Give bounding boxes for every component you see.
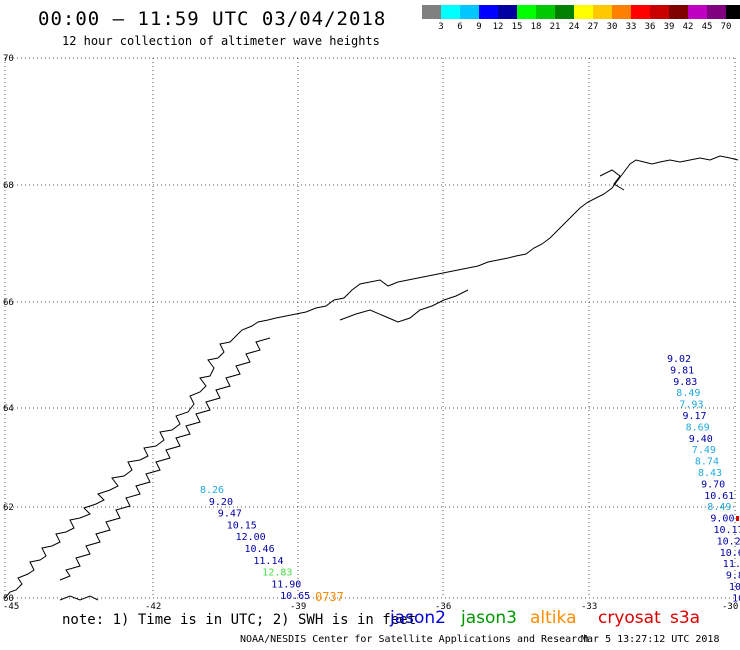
legend-swatch (441, 5, 460, 19)
wave-height-value: 12.00 (236, 532, 266, 543)
pass-time-label: 0737 (315, 590, 344, 604)
coastline-fjord-detail (59, 169, 625, 601)
legend-swatch (422, 5, 441, 19)
longitude-label: -33 (581, 602, 597, 612)
legend-swatch (726, 5, 740, 19)
satellite-label-jason3: jason3 (461, 608, 517, 628)
satellite-label-cryosat: cryosat (598, 608, 661, 628)
legend-tick-label: 12 (492, 22, 504, 32)
wave-height-value: 12.83 (262, 568, 292, 579)
wave-height-value: 9.02 (667, 354, 691, 365)
wave-height-value: 7.49 (692, 445, 716, 456)
legend-tick-label: 70 (720, 22, 732, 32)
satellite-label-s3a: s3a (670, 608, 701, 628)
legend-swatch (688, 5, 707, 19)
longitude-label: -30 (722, 602, 738, 612)
legend-tick-label: 45 (701, 22, 713, 32)
legend-swatch (631, 5, 650, 19)
wave-height-value: 8.26 (200, 485, 224, 496)
greenland-coastline (4, 155, 739, 599)
wave-height-value: 10.15 (227, 520, 257, 531)
longitude-labels: -45 -42 -39 -36 -33 -30 (3, 602, 738, 612)
latitude-labels: 70 68 66 64 62 60 (3, 54, 14, 604)
legend-tick-label: 18 (530, 22, 542, 32)
wave-height-value: 7.93 (679, 400, 703, 411)
wave-height-value: 10.13 (729, 582, 740, 593)
page-title: 00:00 – 11:59 UTC 03/04/2018 (38, 8, 387, 30)
legend-tick-label: 36 (644, 22, 656, 32)
legend-tick-label: 30 (606, 22, 618, 32)
wave-height-value: 11.90 (271, 579, 301, 590)
legend-swatch (555, 5, 574, 19)
wave-height-tracks: 8.269.209.4710.1512.0010.4611.1412.8311.… (200, 354, 740, 604)
wave-height-value: 9.84 (726, 571, 740, 582)
wave-height-value: 8.49 (676, 388, 700, 399)
wave-height-value: 8.49 (707, 502, 731, 513)
wave-height-value: 8.69 (686, 422, 710, 433)
wave-height-value: 10.64 (720, 548, 740, 559)
wave-height-value: 10.49 (732, 593, 740, 604)
wave-height-value: 9.70 (701, 479, 725, 490)
legend-swatch (593, 5, 612, 19)
longitude-label: -45 (3, 602, 19, 612)
legend-tick-label: 24 (568, 22, 580, 32)
wave-height-value: 9.00 (710, 514, 734, 525)
legend-swatch (707, 5, 726, 19)
page-subtitle: 12 hour collection of altimeter wave hei… (62, 34, 380, 48)
wave-height-value: 11.49 (723, 559, 740, 570)
wave-height-value: 9.47 (218, 509, 242, 520)
wave-height-value: 8.74 (695, 457, 719, 468)
latitude-label: 70 (3, 54, 14, 64)
wave-height-value: 11.14 (253, 556, 283, 567)
legend-tick-label: 39 (663, 22, 675, 32)
legend-tick-label: 21 (549, 22, 561, 32)
latitude-label: 60 (3, 594, 14, 604)
legend-swatch (498, 5, 517, 19)
wave-height-value: 10.46 (245, 544, 275, 555)
legend-tick-label: 9 (476, 22, 482, 32)
longitude-label: -36 (435, 602, 451, 612)
legend-swatch (574, 5, 593, 19)
latitude-label: 62 (3, 503, 14, 513)
wave-height-value: 9.17 (683, 411, 707, 422)
wave-height-value: 9.83 (673, 377, 697, 388)
legend-tick-label: 33 (625, 22, 637, 32)
legend-swatch (479, 5, 498, 19)
legend-swatch (669, 5, 688, 19)
legend-swatch (460, 5, 479, 19)
wave-height-value: 10.17 (714, 525, 740, 536)
longitude-label: -42 (145, 602, 161, 612)
wave-height-value: 10.61 (704, 491, 734, 502)
legend-swatch (650, 5, 669, 19)
satellite-label-jason2: jason2 (390, 608, 446, 628)
satellite-label-altika: altika (530, 608, 577, 628)
legend-tick-label: 6 (457, 22, 463, 32)
legend-tick-label: 15 (511, 22, 523, 32)
longitude-label: -39 (290, 602, 306, 612)
map-gridlines (4, 57, 736, 599)
generated-date: Mar 5 13:27:12 UTC 2018 (581, 634, 720, 645)
latitude-label: 66 (3, 298, 14, 308)
wave-height-value: 8.43 (698, 468, 722, 479)
legend-swatch (517, 5, 536, 19)
legend-tick-label: 3 (438, 22, 444, 32)
wave-height-value: 9.20 (209, 497, 233, 508)
legend-swatch (612, 5, 631, 19)
credit-line: NOAA/NESDIS Center for Satellite Applica… (240, 634, 590, 645)
footnote: note: 1) Time is in UTC; 2) SWH is in fe… (62, 612, 417, 628)
latitude-label: 68 (3, 181, 14, 191)
legend-unit: (ft) (738, 22, 740, 32)
legend-tick-label: 27 (587, 22, 599, 32)
legend-swatch (536, 5, 555, 19)
track-edge-marker (736, 516, 739, 521)
wave-height-value: 10.65 (280, 591, 310, 602)
latitude-label: 64 (3, 404, 14, 414)
wave-height-value: 9.81 (670, 365, 694, 376)
wave-height-value: 10.20 (717, 536, 740, 547)
wave-height-value: 9.40 (689, 434, 713, 445)
legend-tick-label: 42 (682, 22, 694, 32)
